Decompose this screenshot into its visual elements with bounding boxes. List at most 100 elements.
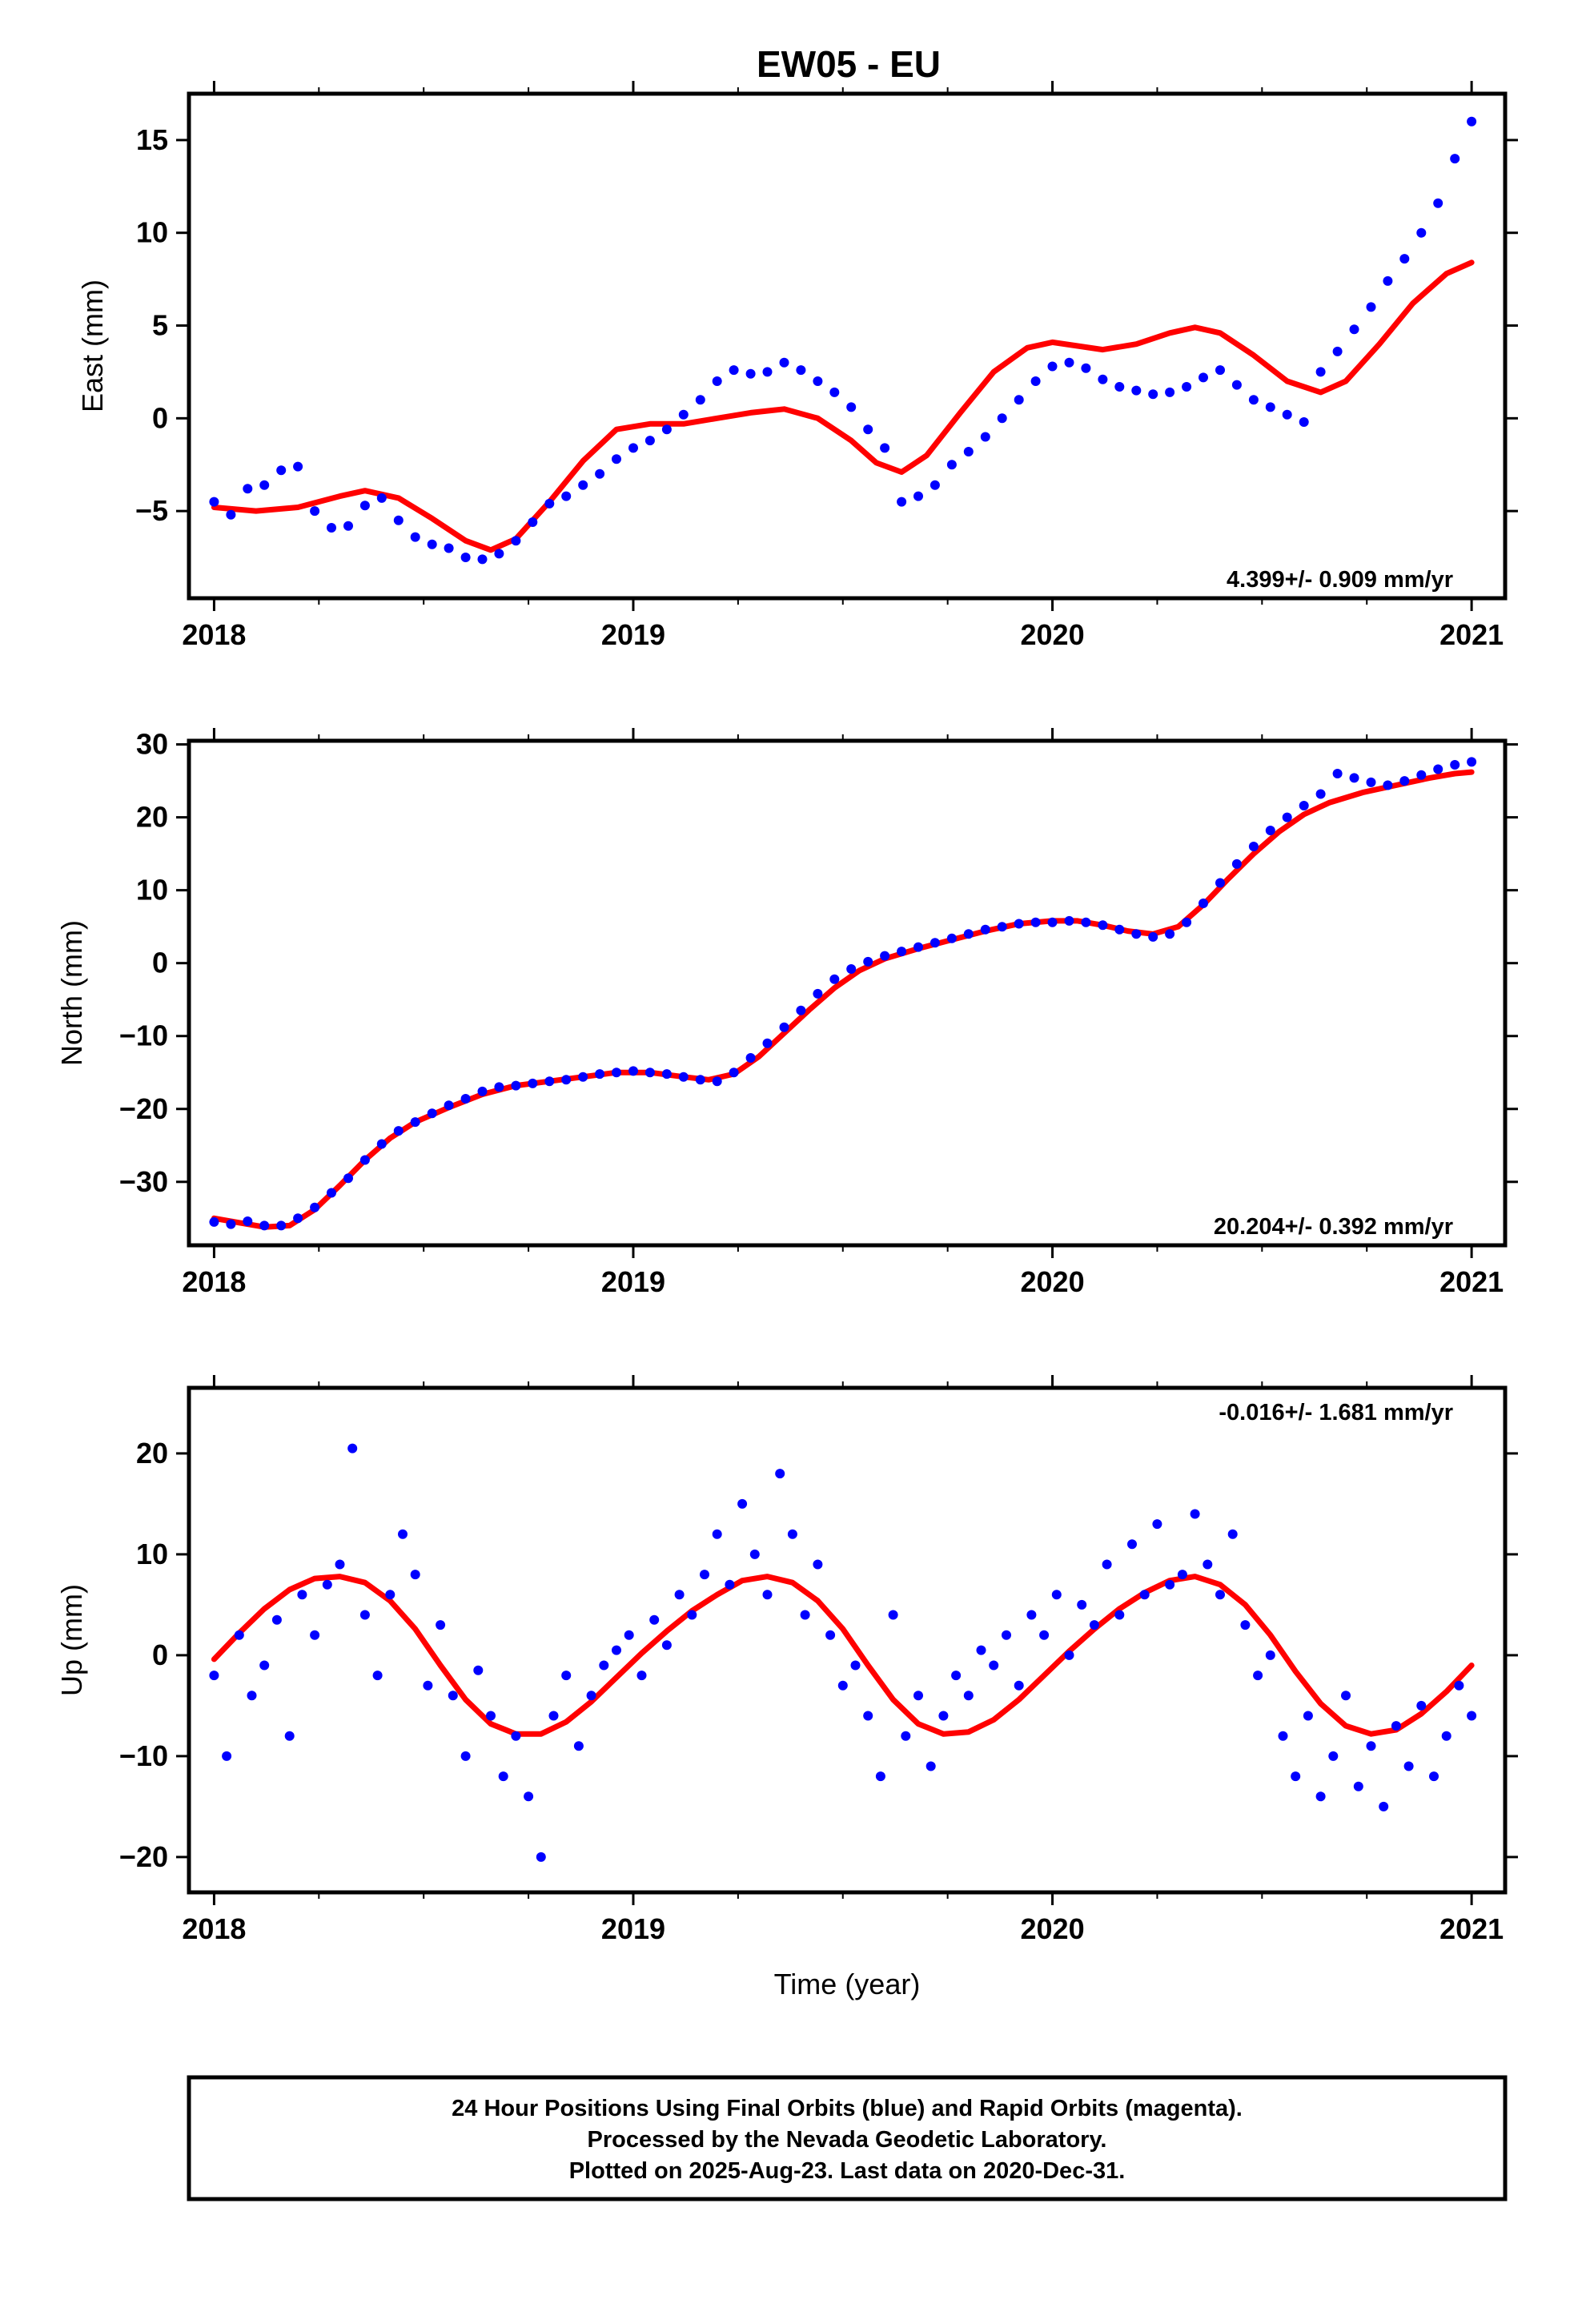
data-point-up xyxy=(359,1610,370,1620)
data-point-up xyxy=(297,1590,307,1600)
data-point-east xyxy=(376,493,387,503)
panel-east-frame xyxy=(187,91,1508,601)
data-point-east xyxy=(595,468,605,479)
data-point-north xyxy=(376,1139,387,1149)
x-tick-label: 2020 xyxy=(1021,1265,1085,1298)
data-point-east xyxy=(762,367,773,377)
data-point-north xyxy=(444,1100,454,1111)
data-point-east xyxy=(1349,324,1359,335)
data-point-east xyxy=(359,501,370,511)
data-point-east xyxy=(544,498,555,509)
data-point-north xyxy=(1433,764,1443,774)
panel-east-ylabel: East (mm) xyxy=(76,279,109,412)
data-point-east xyxy=(779,357,789,368)
data-point-up xyxy=(1341,1691,1351,1701)
data-point-east xyxy=(1467,116,1477,127)
panel-north-ylabel: North (mm) xyxy=(55,920,88,1066)
footer-line-3: Plotted on 2025-Aug-23. Last data on 202… xyxy=(569,2158,1126,2184)
data-point-up xyxy=(813,1559,823,1570)
data-point-east xyxy=(897,497,907,507)
data-point-up xyxy=(775,1469,785,1479)
data-point-up xyxy=(1315,1791,1326,1802)
data-point-up xyxy=(1102,1559,1112,1570)
data-point-north xyxy=(1064,915,1074,926)
data-point-east xyxy=(913,491,923,501)
data-point-east xyxy=(661,424,672,435)
data-point-north xyxy=(359,1155,370,1165)
data-point-up xyxy=(674,1590,685,1600)
data-point-north xyxy=(612,1068,621,1078)
panel-east-model xyxy=(211,259,1475,553)
data-point-east xyxy=(829,387,840,397)
x-tick-label: 2019 xyxy=(601,618,665,651)
data-point-up xyxy=(573,1741,584,1751)
data-point-north xyxy=(963,929,974,939)
data-point-north xyxy=(1332,769,1343,778)
data-point-up xyxy=(737,1498,748,1509)
data-point-up xyxy=(976,1645,986,1655)
data-point-east xyxy=(1416,227,1427,238)
data-point-north xyxy=(880,951,890,961)
panel-up: 2018 2019 2020 2021 −20 −10 0 10 20 Up (mm) -0.0… xyxy=(55,1375,1518,1945)
panel-east: 2018 2019 2020 2021 −5 0 5 10 15 East (mm) 4.399… xyxy=(76,81,1518,651)
y-tick-label: 10 xyxy=(136,216,168,249)
data-point-north xyxy=(595,1069,605,1080)
data-point-up xyxy=(347,1443,358,1454)
panel-east-points xyxy=(209,116,1477,565)
data-point-up xyxy=(1165,1579,1175,1590)
data-point-up xyxy=(989,1660,999,1671)
data-point-north xyxy=(243,1216,253,1226)
panel-up-ticks: 2018 2019 2020 2021 −20 −10 0 10 20 xyxy=(119,1375,1518,1945)
data-point-east xyxy=(628,443,638,453)
data-point-up xyxy=(700,1570,709,1580)
panel-up-model xyxy=(211,1574,1475,1737)
data-point-east xyxy=(745,368,756,379)
data-point-up xyxy=(1353,1781,1363,1791)
data-point-up xyxy=(486,1711,496,1721)
data-point-up xyxy=(335,1559,345,1570)
data-point-east xyxy=(259,480,270,490)
data-point-up xyxy=(901,1731,911,1741)
data-point-east xyxy=(1114,382,1125,392)
data-point-east xyxy=(1399,254,1410,264)
data-point-north xyxy=(1199,899,1208,908)
data-point-east xyxy=(226,509,236,520)
data-point-north xyxy=(1383,780,1393,790)
data-point-north xyxy=(712,1076,722,1087)
data-point-east xyxy=(612,454,621,464)
data-point-north xyxy=(1081,917,1091,927)
data-point-up xyxy=(888,1610,898,1620)
data-point-up xyxy=(649,1614,660,1625)
panel-up-ylabel: Up (mm) xyxy=(55,1584,88,1696)
data-point-east xyxy=(1064,357,1074,368)
data-point-up xyxy=(1278,1731,1288,1741)
data-point-north xyxy=(1467,757,1477,767)
data-point-north xyxy=(259,1220,270,1231)
data-point-east xyxy=(444,543,454,553)
data-point-up xyxy=(1127,1539,1137,1550)
data-point-north xyxy=(1148,931,1158,942)
data-point-up xyxy=(1441,1731,1452,1741)
data-point-up xyxy=(1064,1650,1074,1660)
data-point-north xyxy=(1349,773,1359,783)
panel-north-rate: 20.204+/- 0.392 mm/yr xyxy=(1214,1214,1453,1240)
data-point-up xyxy=(1026,1610,1037,1620)
data-point-up xyxy=(1429,1771,1439,1782)
data-point-up xyxy=(875,1771,885,1782)
data-point-up xyxy=(1190,1509,1200,1519)
data-point-up xyxy=(410,1570,420,1580)
data-point-up xyxy=(800,1610,810,1620)
data-point-east xyxy=(494,549,504,559)
data-point-north xyxy=(1165,929,1175,939)
data-point-up xyxy=(1291,1771,1301,1782)
data-point-up xyxy=(749,1549,760,1559)
data-point-north xyxy=(930,938,940,948)
x-axis-label: Time (year) xyxy=(774,1968,921,2000)
y-tick-label: −10 xyxy=(119,1739,168,1772)
data-point-up xyxy=(951,1671,962,1681)
data-point-east xyxy=(1231,380,1242,390)
y-tick-label: −5 xyxy=(135,494,168,527)
data-point-east xyxy=(209,497,219,507)
data-point-up xyxy=(661,1640,672,1651)
data-point-east xyxy=(343,521,353,531)
